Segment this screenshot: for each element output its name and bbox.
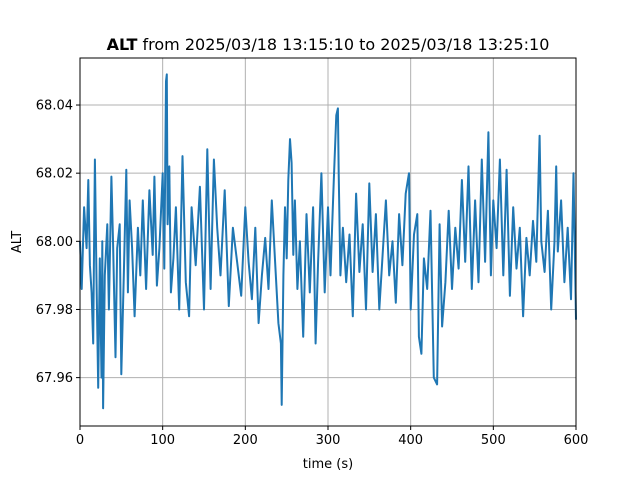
- tick-layer: 0 100 200 300 400 500 600 67.96 67.98 68.00 68.02 6…: [36, 99, 589, 448]
- x-tick-label: 400: [398, 433, 423, 448]
- x-tick-label: 600: [564, 433, 589, 448]
- y-tick-label: 67.96: [36, 371, 73, 386]
- y-axis-label: ALT: [10, 231, 25, 253]
- y-tick-label: 68.00: [36, 235, 73, 250]
- x-tick-label: 500: [481, 433, 506, 448]
- x-axis-label: time (s): [303, 457, 353, 472]
- x-tick-label: 0: [76, 433, 84, 448]
- y-tick-label: 68.02: [36, 167, 73, 182]
- chart-title: ALT from 2025/03/18 13:15:10 to 2025/03/…: [107, 35, 550, 54]
- y-tick-label: 68.04: [36, 99, 73, 114]
- x-tick-label: 100: [150, 433, 175, 448]
- series-layer: [79, 73, 577, 410]
- chart-title-rest: from 2025/03/18 13:15:10 to 2025/03/18 1…: [137, 35, 549, 54]
- alt-series-line: [79, 73, 577, 410]
- chart-title-bold: ALT: [107, 35, 138, 54]
- x-tick-label: 200: [233, 433, 258, 448]
- y-tick-label: 67.98: [36, 303, 73, 318]
- x-tick-label: 300: [316, 433, 341, 448]
